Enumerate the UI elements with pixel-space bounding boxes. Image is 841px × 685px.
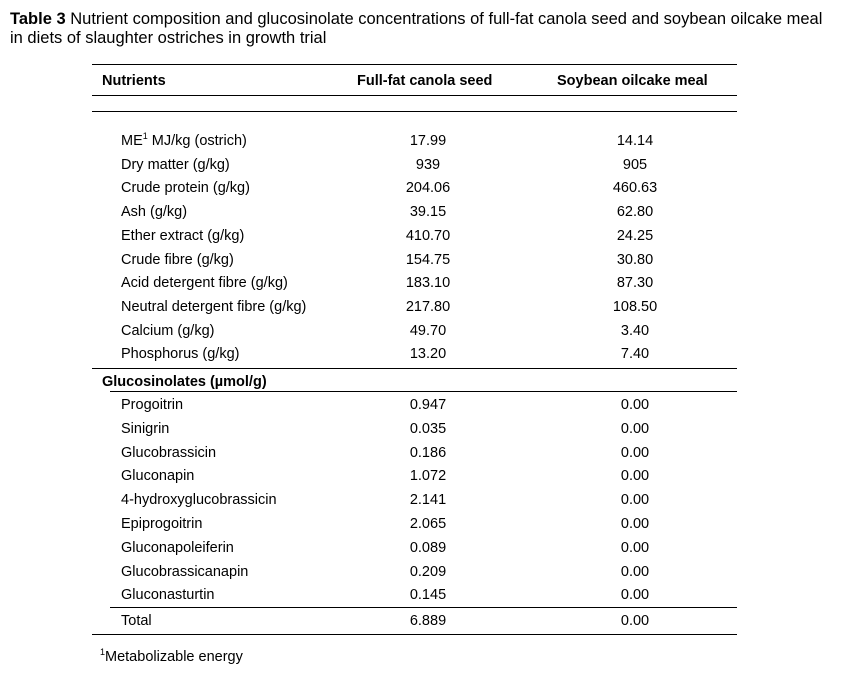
soybean-value: 0.00 (620, 516, 650, 532)
canola-value: 217.80 (405, 298, 451, 315)
total-soybean: 0.00 (620, 613, 650, 629)
canola-value: 410.70 (405, 227, 451, 244)
nutrient-name: Crude fibre (g/kg) (121, 251, 234, 268)
nutrient-name: Phosphorus (g/kg) (121, 346, 240, 363)
total-label: Total (121, 613, 152, 629)
canola-value: 0.186 (409, 444, 447, 461)
soybean-value: 0.00 (620, 420, 650, 437)
total-canola: 6.889 (409, 613, 447, 629)
soybean-value: 0.00 (620, 444, 650, 461)
footnote: 1Metabolizable energy (100, 647, 243, 666)
soybean-value: 0.00 (620, 492, 650, 509)
canola-value: 39.15 (409, 204, 447, 221)
soybean-value: 905 (622, 156, 648, 173)
nutrient-name: Neutral detergent fibre (g/kg) (121, 298, 307, 315)
soybean-value: 460.63 (612, 180, 658, 197)
glucosinolate-name: Sinigrin (121, 420, 170, 437)
header-nutrients: Nutrients (102, 73, 166, 89)
canola-value: 2.141 (409, 492, 447, 509)
glucosinolate-name: Glucobrassicanapin (121, 563, 249, 580)
glucosinolate-name: Epiprogoitrin (121, 516, 203, 532)
glucosinolate-name: Gluconapin (121, 468, 195, 485)
canola-value: 49.70 (409, 322, 447, 339)
canola-value: 0.209 (409, 563, 447, 580)
soybean-value: 87.30 (616, 275, 654, 292)
rule-total-top (110, 607, 737, 608)
canola-value: 939 (415, 156, 441, 173)
nutrient-name: Calcium (g/kg) (121, 322, 215, 339)
canola-value: 154.75 (405, 251, 451, 268)
glucosinolates-header: Glucosinolates (µmol/g) (102, 374, 267, 390)
nutrient-name: ME1 MJ/kg (ostrich) (121, 132, 247, 150)
canola-value: 13.20 (409, 346, 447, 363)
rule-bottom (92, 634, 737, 635)
table-label: Table 3 (10, 10, 66, 28)
rule-header-bottom (92, 95, 737, 96)
rule-glucosinolates-top (92, 368, 737, 369)
canola-value: 17.99 (409, 133, 447, 149)
soybean-value: 0.00 (620, 468, 650, 485)
nutrient-name-base: ME (121, 133, 143, 149)
canola-value: 2.065 (409, 516, 447, 532)
soybean-value: 108.50 (612, 298, 658, 315)
canola-value: 0.145 (409, 587, 447, 604)
nutrient-name-suffix: MJ/kg (ostrich) (147, 133, 247, 149)
rule-glucosinolates-header-bottom (110, 391, 737, 392)
canola-value: 1.072 (409, 468, 447, 485)
nutrient-name: Dry matter (g/kg) (121, 156, 230, 173)
canola-value: 0.035 (409, 420, 447, 437)
footnote-marker: 1 (100, 647, 106, 657)
nutrient-name: Ether extract (g/kg) (121, 227, 245, 244)
soybean-value: 0.00 (620, 563, 650, 580)
soybean-value: 62.80 (616, 204, 654, 221)
nutrient-name: Acid detergent fibre (g/kg) (121, 275, 288, 292)
glucosinolate-name: Gluconasturtin (121, 587, 215, 604)
nutrient-name: Ash (g/kg) (121, 204, 188, 221)
table-caption-text: Nutrient composition and glucosinolate c… (10, 10, 823, 47)
soybean-value: 0.00 (620, 397, 650, 413)
soybean-value: 0.00 (620, 539, 650, 556)
canola-value: 0.089 (409, 539, 447, 556)
soybean-value: 14.14 (616, 133, 654, 149)
footnote-text: Metabolizable energy (105, 649, 243, 665)
soybean-value: 0.00 (620, 587, 650, 604)
soybean-value: 30.80 (616, 251, 654, 268)
canola-value: 183.10 (405, 275, 451, 292)
glucosinolate-name: 4-hydroxyglucobrassicin (121, 492, 277, 509)
nutrient-name: Crude protein (g/kg) (121, 180, 250, 197)
canola-value: 204.06 (405, 180, 451, 197)
table-caption: Table 3 Nutrient composition and glucosi… (10, 10, 832, 48)
rule-top (92, 64, 737, 65)
header-canola: Full-fat canola seed (357, 73, 493, 89)
glucosinolate-name: Progoitrin (121, 397, 184, 413)
glucosinolate-name: Gluconapoleiferin (121, 539, 234, 556)
header-soybean: Soybean oilcake meal (557, 73, 708, 89)
soybean-value: 24.25 (616, 227, 654, 244)
footnote-ref: 1 (142, 131, 148, 141)
soybean-value: 7.40 (620, 346, 650, 363)
canola-value: 0.947 (409, 397, 447, 413)
soybean-value: 3.40 (620, 322, 650, 339)
rule-header-double (92, 111, 737, 112)
glucosinolate-name: Glucobrassicin (121, 444, 217, 461)
